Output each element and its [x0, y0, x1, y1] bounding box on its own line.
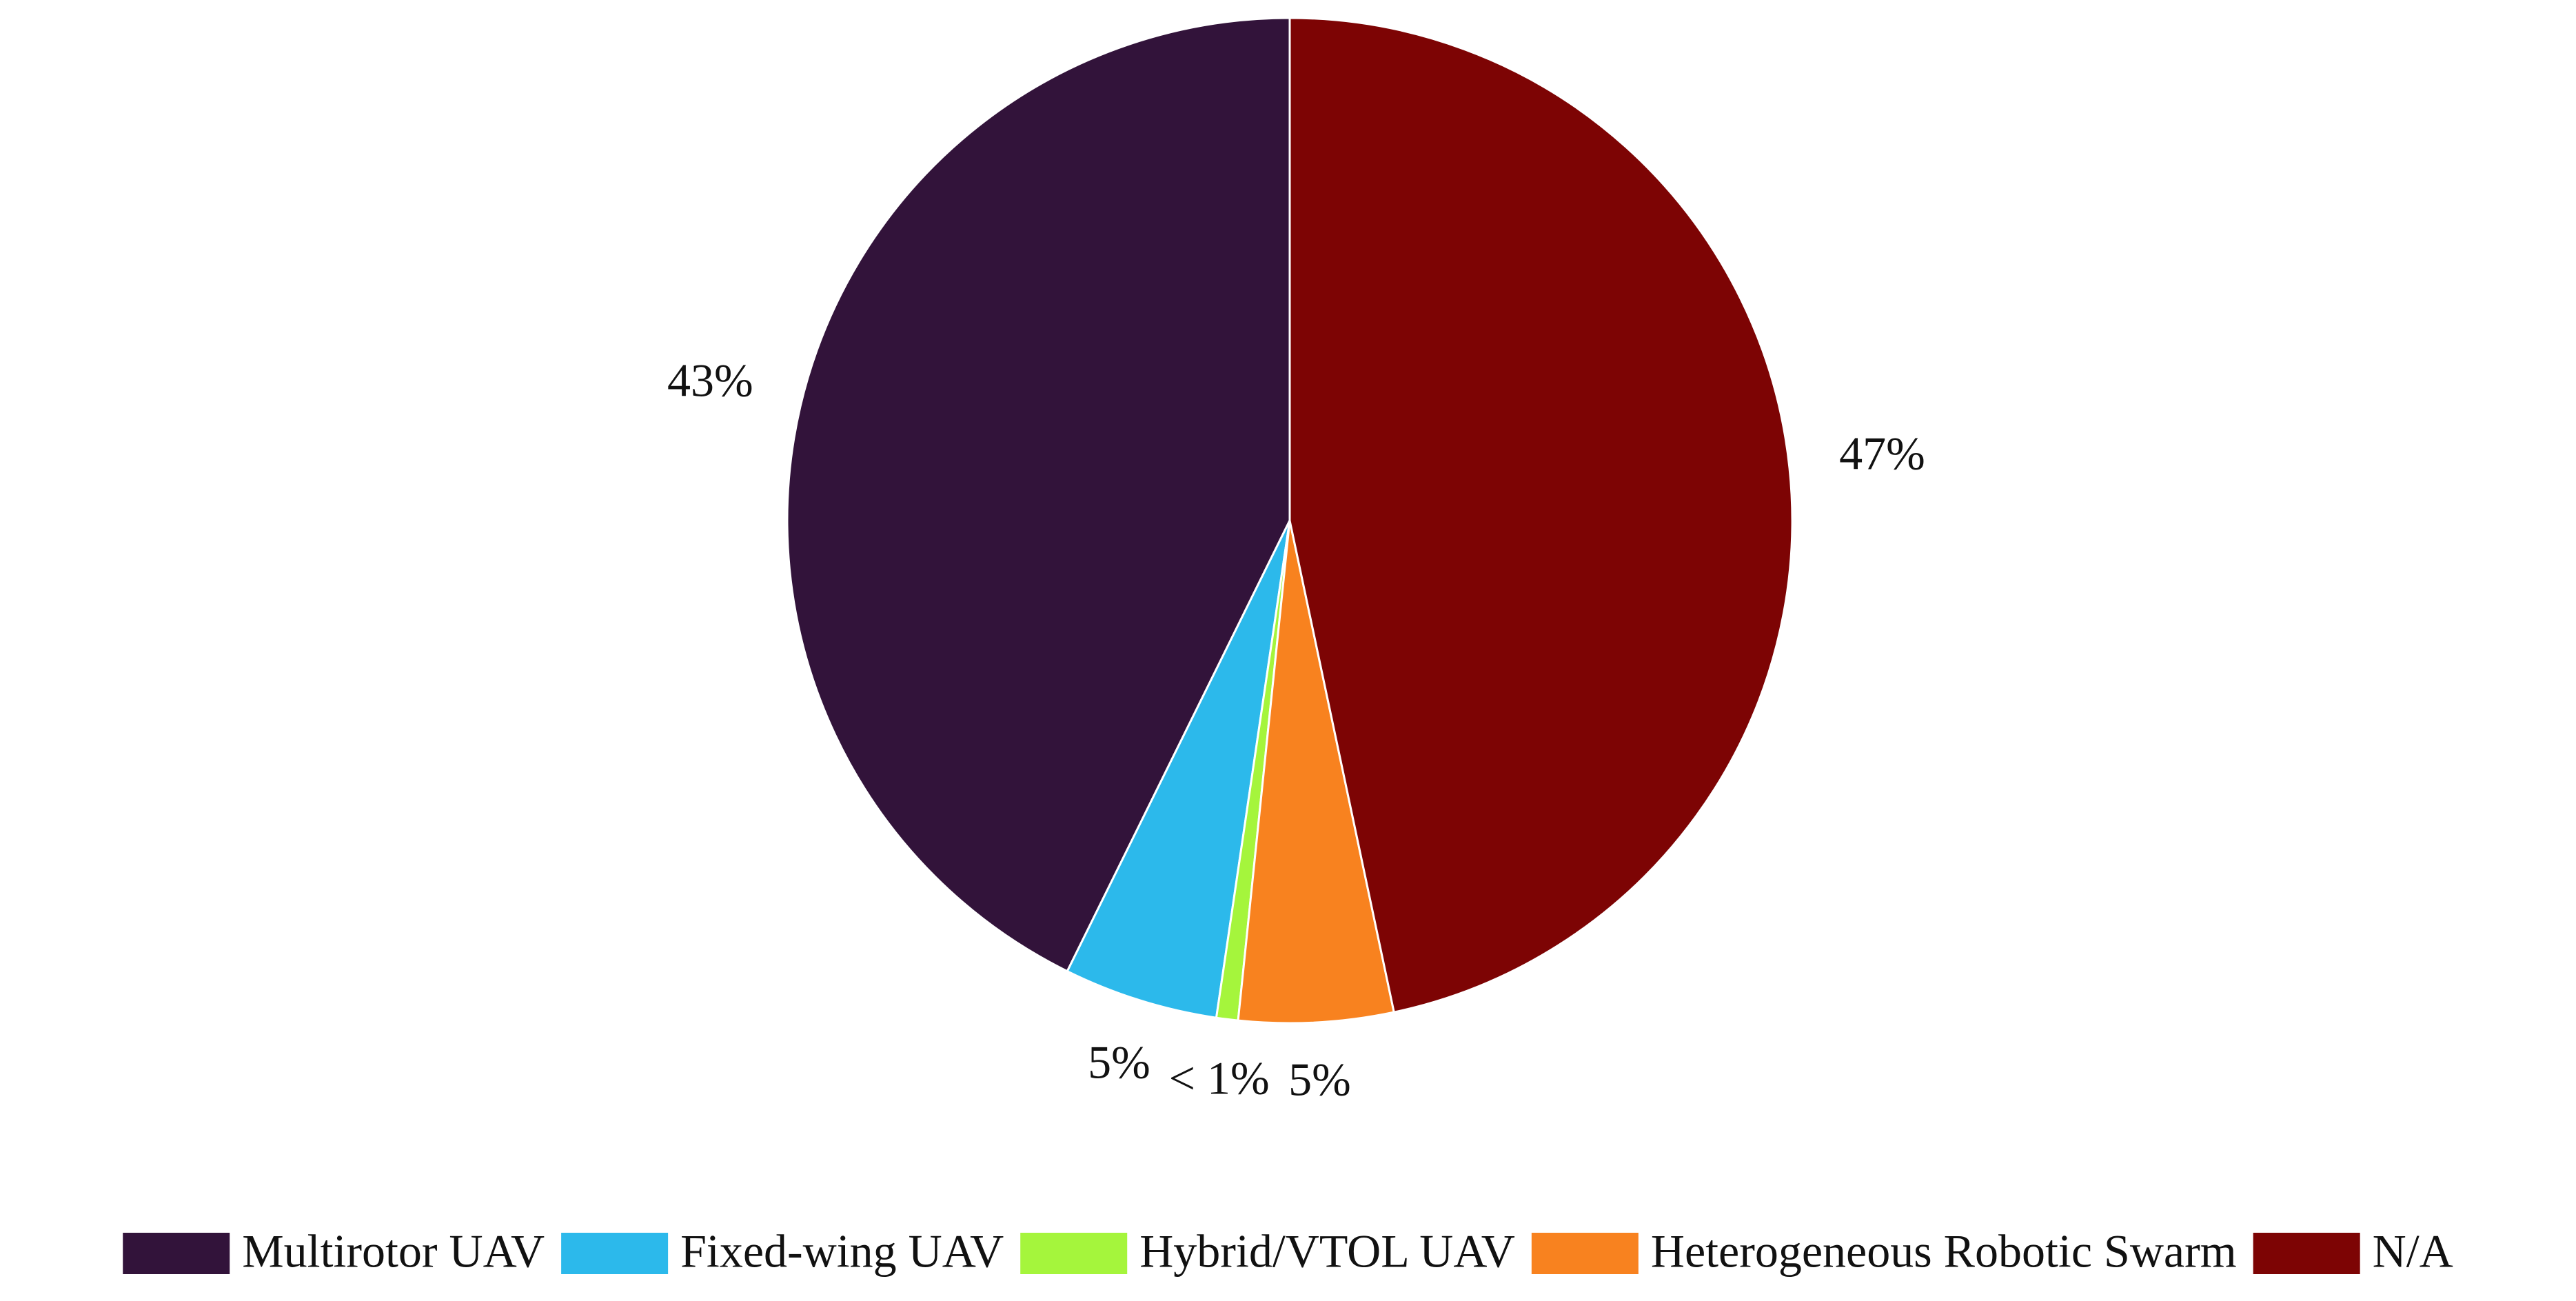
legend-swatch [1020, 1233, 1128, 1274]
legend-label: Heterogeneous Robotic Swarm [1651, 1225, 2237, 1278]
legend-label: N/A [2373, 1225, 2453, 1278]
slice-label: 43% [667, 354, 753, 406]
legend-swatch [1531, 1233, 1639, 1274]
legend-label: Multirotor UAV [242, 1225, 545, 1278]
legend-swatch [123, 1233, 230, 1274]
slice-label: 5% [1288, 1053, 1351, 1105]
pie-slice [1288, 17, 1794, 1013]
slice-label: 5% [1088, 1036, 1150, 1089]
slice-label: 47% [1839, 427, 1925, 479]
legend-label: Hybrid/VTOL UAV [1139, 1225, 1515, 1278]
pie-slice [1237, 520, 1396, 1025]
legend-swatch [561, 1233, 669, 1274]
legend-label: Fixed-wing UAV [680, 1225, 1004, 1278]
legend-swatch [2253, 1233, 2360, 1274]
slice-label: < 1% [1169, 1052, 1270, 1105]
pie-slice [786, 17, 1291, 973]
